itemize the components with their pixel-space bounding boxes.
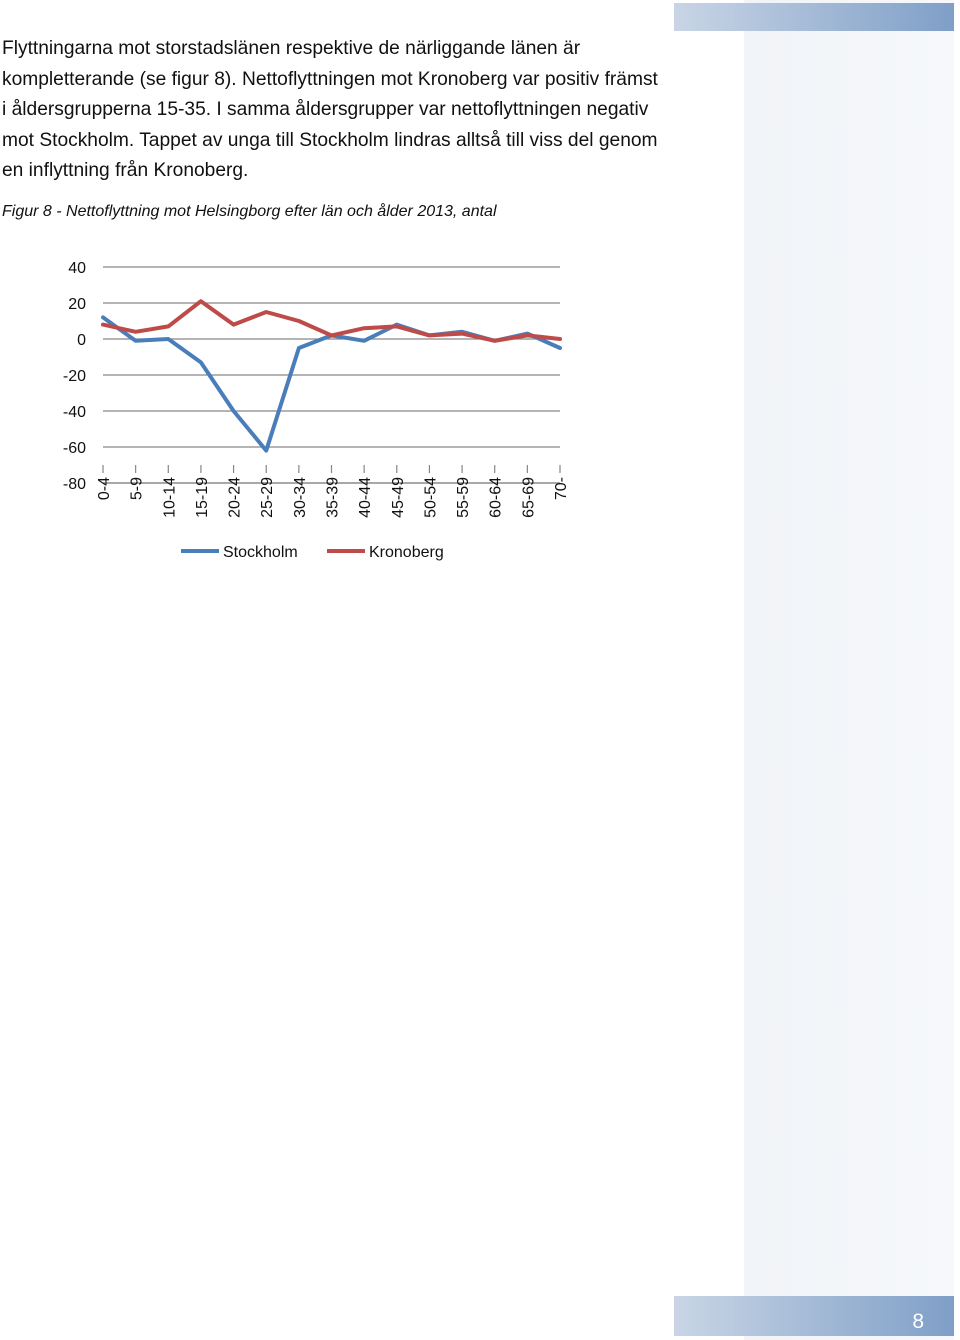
y-axis-ticks: 40 20 0 -20 -40 -60 -80 <box>63 260 86 493</box>
x-tick-label: 45-49 <box>390 477 407 518</box>
line-chart: 40 20 0 -20 -40 -60 -80 0-4 5-9 10-14 15-19 20-24 2… <box>63 260 570 561</box>
x-tick-label: 0-4 <box>96 477 113 500</box>
y-tick-label: -20 <box>63 368 86 385</box>
legend: Stockholm Kronoberg <box>181 544 444 561</box>
y-tick-label: 0 <box>77 332 86 349</box>
x-tick-label: 10-14 <box>161 477 178 518</box>
x-tick-label: 5-9 <box>129 477 146 500</box>
x-tick-label: 25-29 <box>259 477 276 518</box>
series-line-kronoberg <box>101 299 562 343</box>
header-bar <box>674 3 954 31</box>
y-tick-label: -60 <box>63 440 86 457</box>
x-tick-label: 35-39 <box>325 477 342 518</box>
sidebar-background <box>744 0 954 1340</box>
x-tick-label: 20-24 <box>227 477 244 518</box>
legend-label-stockholm: Stockholm <box>223 544 298 561</box>
series-lines <box>101 299 562 453</box>
figure-caption: Figur 8 - Nettoflyttning mot Helsingborg… <box>2 203 497 220</box>
x-tick-label: 60-64 <box>488 477 505 518</box>
x-tick-label: 70- <box>553 477 570 500</box>
x-tick-label: 50-54 <box>422 477 439 518</box>
x-tick-label: 55-59 <box>455 477 472 518</box>
x-tick-label: 65-69 <box>520 477 537 518</box>
body-paragraph: Flyttningarna mot storstadslänen respekt… <box>2 38 658 181</box>
page-number: 8 <box>912 1310 924 1333</box>
x-tick-label: 40-44 <box>357 477 374 518</box>
x-axis-ticks: 0-4 5-9 10-14 15-19 20-24 25-29 30-34 35-39 40-4… <box>96 465 570 518</box>
y-tick-label: 20 <box>68 296 86 313</box>
footer-bar <box>674 1296 954 1336</box>
grid-lines <box>103 266 560 484</box>
y-tick-label: 40 <box>68 260 86 277</box>
legend-label-kronoberg: Kronoberg <box>369 544 444 561</box>
x-tick-label: 30-34 <box>292 477 309 518</box>
x-tick-label: 15-19 <box>194 477 211 518</box>
y-tick-label: -40 <box>63 404 86 421</box>
y-tick-label: -80 <box>63 476 86 493</box>
